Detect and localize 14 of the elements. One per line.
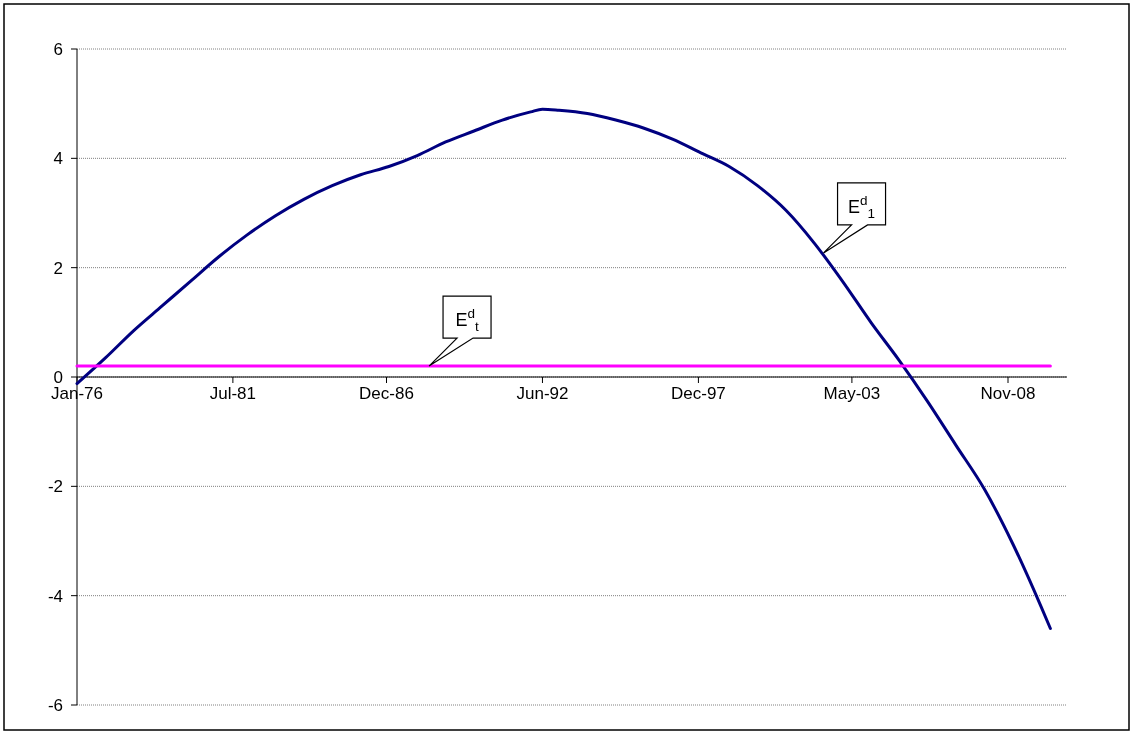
y-tick-label: 0 [53, 367, 63, 387]
x-tick-label: Dec-86 [359, 384, 414, 403]
x-tick-label: Dec-97 [671, 384, 726, 403]
y-tick-label: -4 [47, 586, 63, 606]
x-tick-label: May-03 [823, 384, 881, 403]
y-tick-label: 4 [53, 149, 63, 169]
x-tick-label: Jan-76 [51, 384, 103, 403]
y-tick-label: -6 [47, 695, 63, 715]
y-tick-label: -2 [47, 477, 63, 497]
y-tick-label: 6 [53, 39, 63, 59]
x-tick-label: Nov-08 [980, 384, 1036, 403]
x-tick-label: Jul-81 [209, 384, 257, 403]
x-tick-label: Jun-92 [516, 384, 569, 403]
y-tick-label: 2 [53, 258, 63, 278]
